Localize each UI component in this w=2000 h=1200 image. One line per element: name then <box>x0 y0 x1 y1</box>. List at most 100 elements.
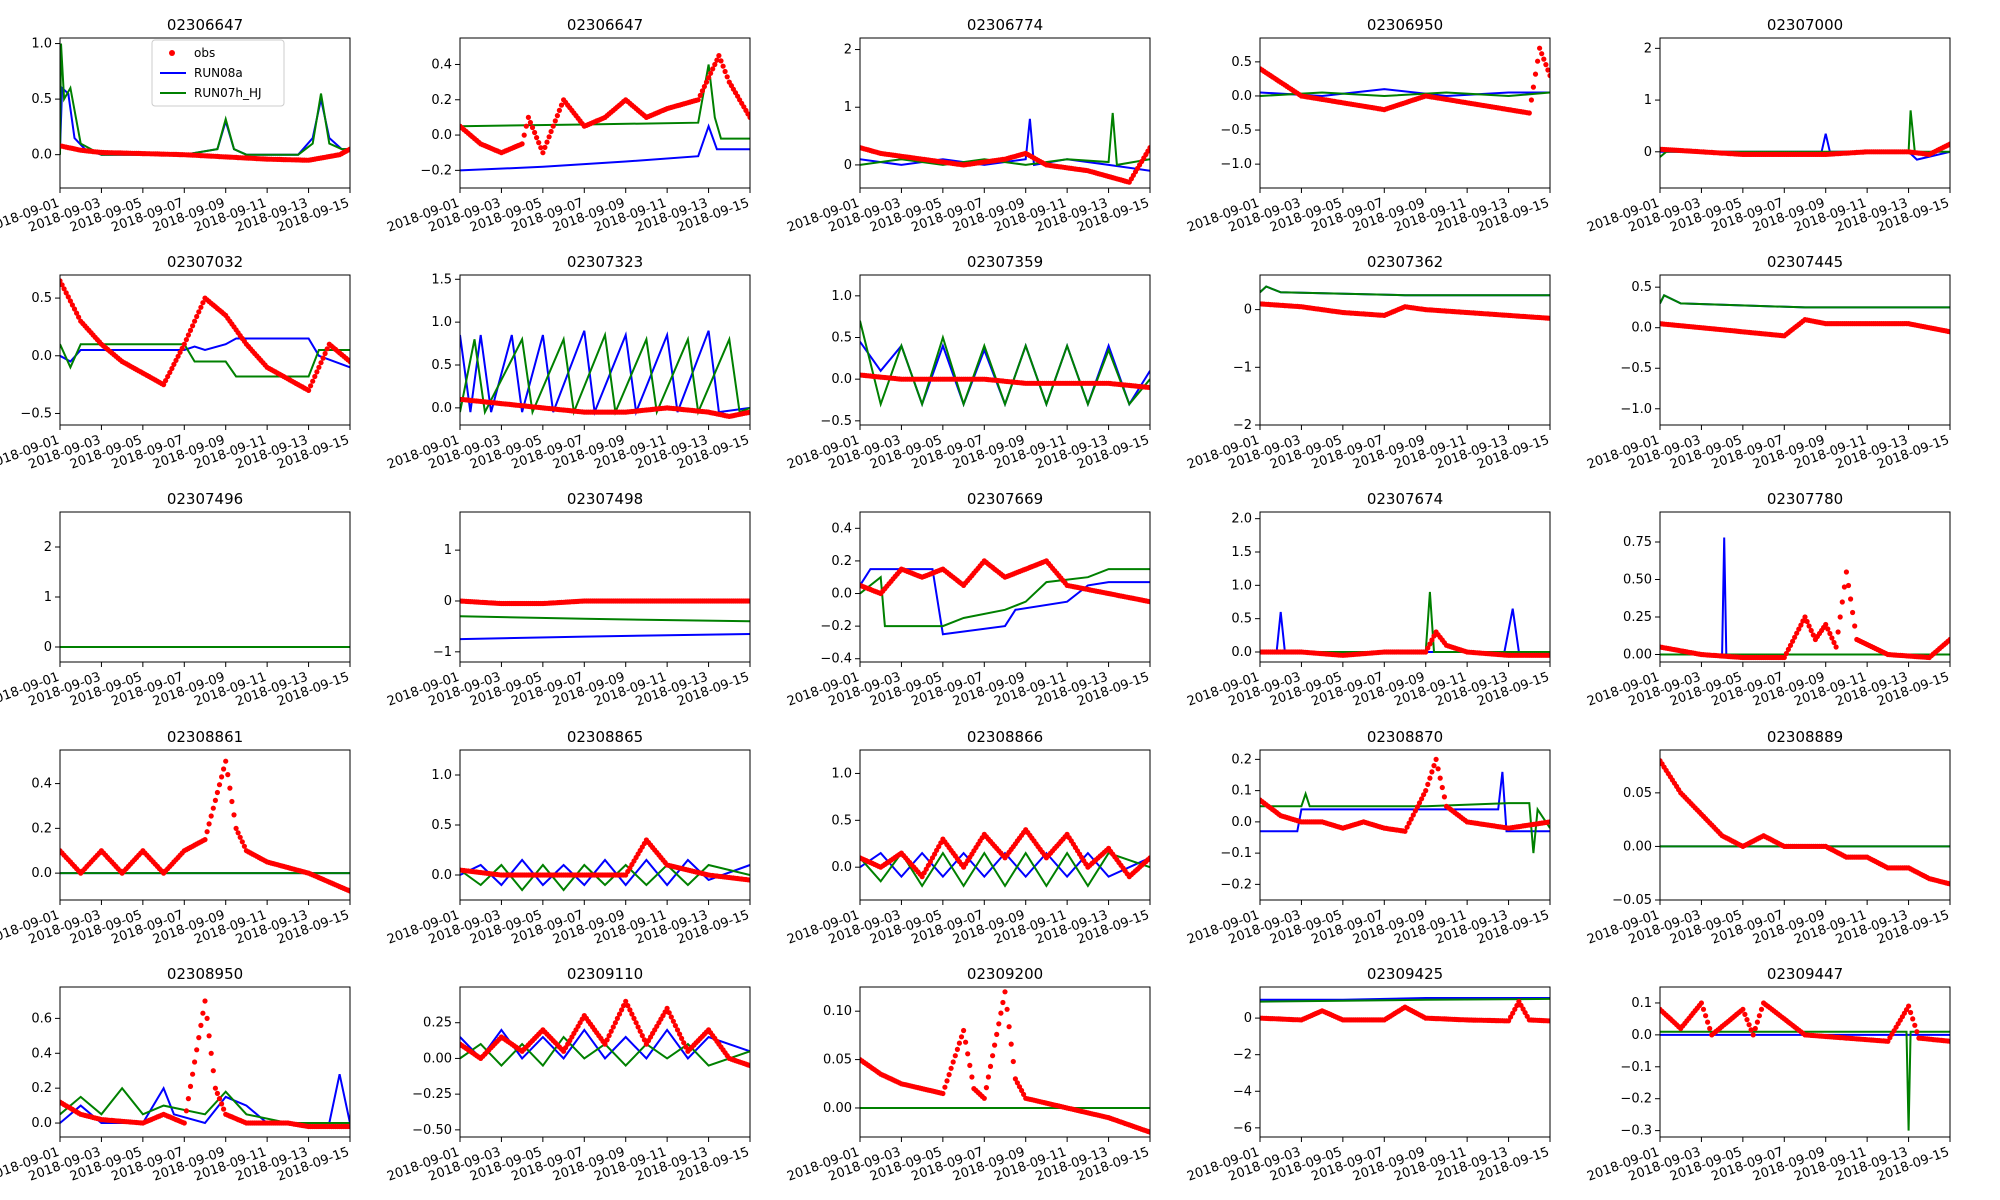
obs-point <box>185 1096 191 1102</box>
obs-point <box>1910 1016 1916 1022</box>
subplot-title: 02307362 <box>1367 253 1443 271</box>
obs-point <box>1845 582 1852 589</box>
obs-point <box>314 369 320 375</box>
obs-point <box>1790 638 1796 644</box>
obs-point <box>556 107 563 113</box>
obs-point <box>183 1108 189 1114</box>
obs-point <box>1429 637 1435 643</box>
obs-point <box>1402 828 1408 834</box>
obs-point <box>1750 1032 1756 1038</box>
y-tick-label: 0.00 <box>1623 648 1652 663</box>
obs-point <box>177 349 183 355</box>
plot-area <box>60 278 350 393</box>
obs-point <box>1835 629 1841 635</box>
plot-area <box>460 998 750 1069</box>
axes-frame <box>1259 274 1551 426</box>
plot-area <box>860 320 1150 408</box>
y-tick-label: 0.00 <box>423 1051 452 1066</box>
legend: obs RUN08a RUN07h_HJ <box>151 39 285 107</box>
subplot-title: 02309200 <box>967 965 1043 983</box>
y-tick-label: −0.5 <box>820 414 852 429</box>
obs-point <box>233 825 239 832</box>
obs-point <box>1752 1025 1758 1032</box>
subplot-8: 02307362−2−102018-09-012018-09-032018-09… <box>1185 253 1551 473</box>
y-tick-label: 0 <box>1244 303 1252 318</box>
plot-area <box>460 53 750 172</box>
obs-point <box>525 114 532 120</box>
obs-point <box>223 758 229 764</box>
obs-point <box>956 1040 963 1046</box>
y-tick-label: 0.0 <box>831 860 852 875</box>
axes-frame <box>459 986 751 1138</box>
axes-frame <box>59 749 351 901</box>
obs-point <box>171 361 177 367</box>
y-tick-label: −1 <box>433 645 452 660</box>
obs-point <box>221 766 227 772</box>
series-line-RUN08a <box>1660 537 1950 656</box>
series-line-RUN08a <box>460 633 750 641</box>
obs-point <box>681 1040 687 1046</box>
obs-point <box>954 1046 961 1052</box>
y-tick-label: 0.4 <box>431 57 452 72</box>
obs-point <box>216 782 223 788</box>
obs-point <box>714 57 720 63</box>
y-tick-label: 0 <box>444 594 452 609</box>
y-tick-label: 1.0 <box>831 289 852 304</box>
series-line-RUN08a <box>1260 608 1550 653</box>
obs-point <box>639 1033 645 1039</box>
y-tick-label: 0.0 <box>31 866 52 881</box>
axes-frame <box>1659 274 1951 426</box>
obs-point <box>1808 627 1814 634</box>
y-tick-label: 0.2 <box>31 1081 52 1096</box>
obs-point <box>1547 315 1550 321</box>
obs-point <box>981 1095 987 1101</box>
obs-point <box>1707 1025 1713 1032</box>
obs-point <box>604 1037 610 1043</box>
obs-point <box>519 141 525 147</box>
obs-point <box>1947 636 1950 643</box>
y-tick-label: 0.10 <box>823 1004 852 1019</box>
subplot-14: 023077800.000.250.500.752018-09-012018-0… <box>1585 490 1951 710</box>
obs-point <box>194 313 200 320</box>
obs-point <box>1431 633 1437 639</box>
obs-point <box>69 302 75 308</box>
plot-area <box>1260 285 1550 321</box>
obs-point <box>200 1010 206 1016</box>
obs-point <box>1748 1027 1754 1033</box>
obs-point <box>1147 599 1150 605</box>
obs-point <box>192 318 198 324</box>
obs-point <box>190 1071 196 1077</box>
series-line-RUN07h_HJ <box>1260 997 1550 1003</box>
y-tick-label: 1.0 <box>1231 578 1252 593</box>
obs-point <box>310 378 316 384</box>
y-tick-label: 0.0 <box>831 587 852 602</box>
axes-frame <box>59 37 351 189</box>
obs-point <box>219 1101 225 1107</box>
obs-point <box>1908 1009 1914 1016</box>
obs-point <box>1021 1091 1027 1097</box>
obs-point <box>936 844 942 850</box>
axes-frame <box>459 511 751 663</box>
obs-point <box>1416 800 1423 806</box>
y-tick-label: 1.0 <box>431 768 452 783</box>
y-tick-label: 0.05 <box>1623 786 1652 801</box>
obs-point <box>1787 642 1794 649</box>
plot-area <box>460 837 750 892</box>
obs-point <box>1740 1006 1746 1012</box>
subplot-title: 02308866 <box>967 728 1043 746</box>
subplot-title: 02306647 <box>567 16 643 34</box>
y-tick-label: 0.75 <box>1623 535 1652 550</box>
obs-point <box>1700 1006 1707 1012</box>
obs-point <box>641 1037 648 1043</box>
obs-point <box>602 1041 608 1047</box>
obs-point <box>712 61 718 68</box>
subplot-title: 02307498 <box>567 490 643 508</box>
y-tick-label: −1.0 <box>1620 402 1652 417</box>
obs-point <box>1528 97 1534 103</box>
axes-frame <box>859 986 1151 1138</box>
obs-point <box>1800 618 1806 624</box>
obs-point <box>1843 569 1849 575</box>
y-tick-label: 2 <box>1644 41 1652 56</box>
obs-point <box>167 369 173 376</box>
series-line-RUN08a <box>60 1073 350 1125</box>
